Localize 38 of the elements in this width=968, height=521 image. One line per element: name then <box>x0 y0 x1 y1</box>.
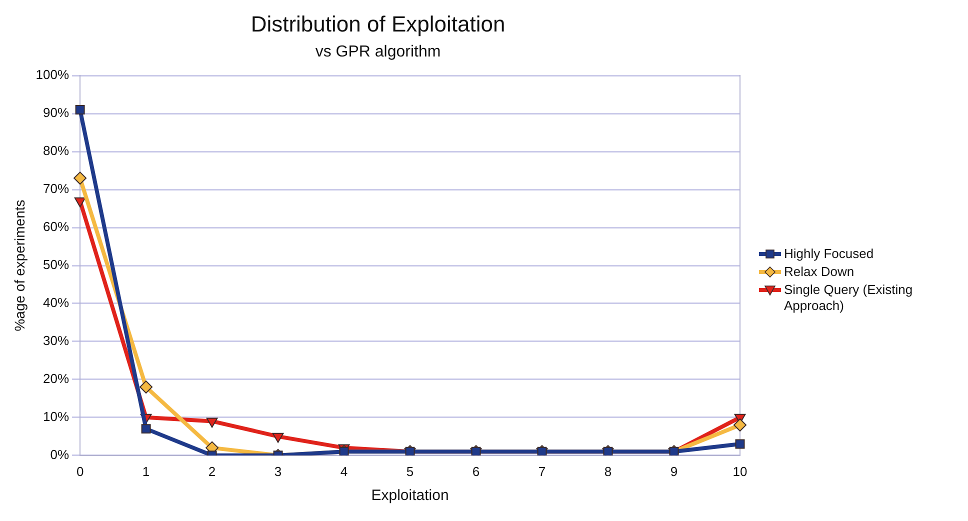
x-tick-label: 4 <box>340 464 348 479</box>
point <box>74 197 86 208</box>
point <box>141 424 151 434</box>
y-tick-label: 90% <box>43 105 70 120</box>
x-tick-label: 9 <box>670 464 678 479</box>
point <box>140 380 153 394</box>
x-tick-label: 3 <box>274 464 282 479</box>
y-tick-label: 100% <box>36 67 70 82</box>
point <box>734 418 746 432</box>
legend-label: Relax Down <box>784 264 854 280</box>
x-tick-label: 5 <box>406 464 414 479</box>
y-tick-label: 50% <box>43 257 70 272</box>
y-tick-label: 70% <box>43 181 70 196</box>
x-tick-label: 2 <box>208 464 216 479</box>
y-tick-label: 40% <box>43 295 70 310</box>
legend-label: Single Query (Existing Approach) <box>784 282 914 314</box>
y-axis-title: %age of experiments <box>11 200 28 332</box>
x-tick-label: 10 <box>732 464 748 479</box>
y-tick-label: 60% <box>43 219 70 234</box>
point <box>272 432 284 443</box>
y-tick-label: 20% <box>43 371 70 386</box>
x-tick-label: 6 <box>472 464 480 479</box>
x-axis-title: Exploitation <box>371 487 449 504</box>
point <box>206 418 218 428</box>
y-tick-label: 10% <box>43 409 70 424</box>
x-tick-label: 8 <box>604 464 612 479</box>
y-tick-label: 80% <box>43 143 70 158</box>
chart-title: Distribution of Exploitation <box>250 11 506 36</box>
point <box>75 105 85 115</box>
y-tick-label: 30% <box>43 333 70 348</box>
x-tick-label: 1 <box>142 464 150 479</box>
legend-label: Highly Focused <box>784 246 874 262</box>
point <box>735 439 745 449</box>
x-tick-label: 0 <box>76 464 84 479</box>
chart-subtitle: vs GPR algorithm <box>315 43 441 60</box>
y-tick-label: 0% <box>50 446 70 462</box>
x-tick-label: 7 <box>538 464 546 479</box>
point <box>74 172 87 185</box>
